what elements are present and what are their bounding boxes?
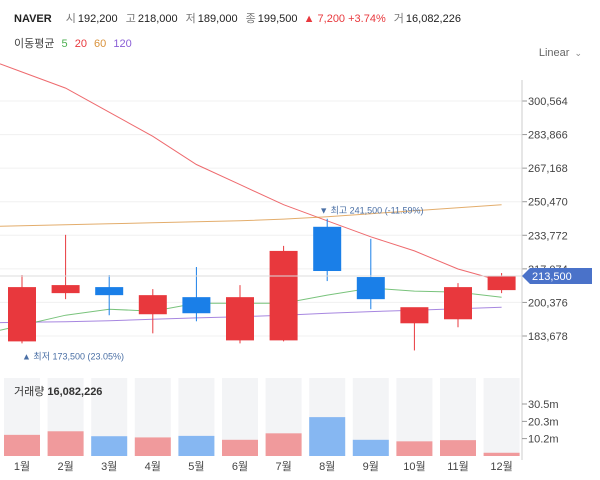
scale-dropdown[interactable]: Linear ⌄ <box>539 47 582 59</box>
candle-body <box>400 307 429 324</box>
high-price: 218,000 <box>137 13 178 25</box>
volume-tick-label: 20.3m <box>528 416 559 428</box>
high-label: 고 <box>125 13 136 25</box>
month-tick-label: 6월 <box>232 460 248 473</box>
month-tick-label: 10월 <box>403 460 425 473</box>
month-tick-label: 8월 <box>319 460 335 473</box>
candle-body <box>226 297 254 341</box>
month-tick-label: 9월 <box>363 460 379 473</box>
month-tick-label: 11월 <box>447 460 469 473</box>
candle-body <box>356 277 385 300</box>
volume-bar <box>352 439 389 456</box>
month-tick-label: 4월 <box>145 460 161 473</box>
ma20-line <box>0 63 502 282</box>
candle-body <box>182 297 211 314</box>
scale-label: Linear <box>538 47 570 59</box>
open-label: 시 <box>65 13 76 25</box>
stock-name: NAVER <box>14 13 52 25</box>
price-tick-label: 267,168 <box>528 163 568 175</box>
volume-bar <box>309 417 346 456</box>
price-tick-label: 250,470 <box>528 197 568 209</box>
low-label: 저 <box>185 13 196 25</box>
ma-label: 이동평균 <box>14 38 55 50</box>
low-price: 189,000 <box>197 13 238 25</box>
volume-value: 16,082,226 <box>405 13 461 25</box>
price-tick-label: 300,564 <box>528 96 568 108</box>
month-tick-label: 12월 <box>490 460 512 473</box>
month-tick-label: 2월 <box>57 460 73 473</box>
candle-body <box>269 250 298 341</box>
month-tick-label: 1월 <box>14 460 30 473</box>
moving-average-legend: 이동평균 5 20 60 120 <box>14 35 132 51</box>
volume-label: 거 <box>393 13 404 25</box>
ma20-legend[interactable]: 20 <box>74 38 87 50</box>
candle-body <box>8 287 36 342</box>
ma5-legend[interactable]: 5 <box>61 38 68 50</box>
volume-tick-label: 30.5m <box>528 399 559 411</box>
price-tick-label: 283,866 <box>528 130 568 142</box>
volume-bar <box>440 440 476 456</box>
low-annotation: ▲ 최저 173,500 (23.05%) <box>22 351 124 361</box>
volume-panel-title: 거래량 16,082,226 <box>14 383 102 399</box>
volume-panel-value: 16,082,226 <box>47 386 103 398</box>
price-change: ▲ 7,200 +3.74% <box>303 13 386 25</box>
volume-bar <box>4 434 40 456</box>
candle-body <box>138 295 167 315</box>
month-tick-label: 5월 <box>188 460 204 473</box>
price-header: NAVER 시 192,200 고 218,000 저 189,000 종 199,50… <box>14 10 461 26</box>
volume-bar <box>91 436 128 456</box>
month-tick-label: 3월 <box>101 460 117 473</box>
chevron-down-icon: ⌄ <box>574 48 582 58</box>
ma60-line <box>0 204 502 227</box>
candle-body <box>313 226 342 272</box>
current-price-tag <box>522 268 592 285</box>
price-tick-label: 200,376 <box>528 297 568 309</box>
volume-bar <box>222 439 258 456</box>
price-tick-label: 233,772 <box>528 230 568 242</box>
volume-bar <box>396 441 433 456</box>
month-tick-label: 7월 <box>275 460 291 473</box>
ma120-legend[interactable]: 120 <box>113 38 132 50</box>
ma60-legend[interactable]: 60 <box>94 38 107 50</box>
volume-bar <box>265 433 302 456</box>
candle-body <box>487 276 516 291</box>
volume-panel-label: 거래량 <box>14 386 45 398</box>
volume-bar <box>134 437 171 456</box>
volume-bar <box>483 452 520 456</box>
volume-bar <box>47 431 84 456</box>
volume-slot-bg <box>483 378 520 456</box>
candle-body <box>51 285 80 294</box>
volume-bar <box>178 435 215 456</box>
high-annotation: ▼ 최고 241,500 (-11.59%) <box>319 206 423 216</box>
price-tick-label: 183,678 <box>528 331 568 343</box>
candle-body <box>444 287 472 320</box>
volume-tick-label: 10.2m <box>528 434 559 446</box>
current-price-label: 213,500 <box>532 271 572 283</box>
open-price: 192,200 <box>77 13 118 25</box>
close-label: 종 <box>245 13 256 25</box>
candle-body <box>95 287 124 296</box>
close-price: 199,500 <box>257 13 298 25</box>
